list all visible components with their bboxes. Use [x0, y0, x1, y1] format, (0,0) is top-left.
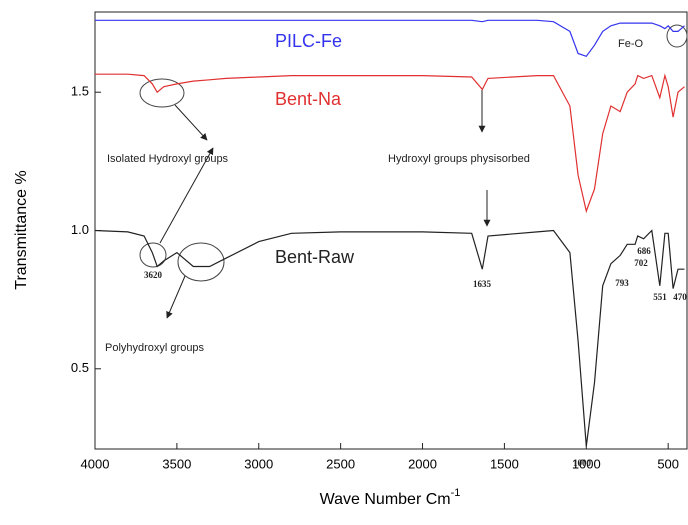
annotation: Fe-O: [618, 38, 644, 50]
annotation: 3620: [144, 270, 163, 280]
series-label: Bent-Na: [275, 89, 342, 109]
x-axis-title-text: Wave Number Cm: [320, 491, 451, 508]
annotation: 702: [634, 258, 648, 268]
series-line: [94, 229, 685, 447]
annotation: 1635: [473, 279, 492, 289]
x-tick-label: 2000: [408, 456, 437, 471]
x-tick-label: 1500: [490, 456, 519, 471]
series-line: [95, 73, 685, 214]
annotation: Hydroxyl groups physisorbed: [388, 153, 530, 165]
series-line: [95, 19, 685, 58]
annotation: Polyhydroxyl groups: [105, 342, 205, 354]
x-tick-label: 4000: [81, 456, 110, 471]
x-tick-label: 3500: [162, 456, 191, 471]
x-tick-label: 500: [657, 456, 679, 471]
y-axis-title: Transmittance %: [13, 170, 30, 289]
x-tick-label: 2500: [326, 456, 355, 471]
annotation-shapes: [139, 24, 688, 319]
plot-frame: [94, 11, 688, 450]
y-tick-label: 1.0: [71, 222, 89, 237]
series-label: Bent-Raw: [275, 247, 355, 267]
x-axis-title-sup: -1: [451, 487, 461, 499]
x-tick-label: 3000: [244, 456, 273, 471]
annotation: 551: [653, 292, 667, 302]
annotation: 1000: [573, 458, 592, 468]
annotation: 470: [673, 292, 687, 302]
x-tick-label: 1000: [572, 456, 601, 471]
y-tick-label: 0.5: [71, 360, 89, 375]
annotation: 793: [615, 278, 629, 288]
annotation: 686: [637, 246, 651, 256]
annotation: Isolated Hydroxyl groups: [107, 153, 229, 165]
y-tick-label: 1.5: [71, 84, 89, 99]
x-axis-title: Wave Number Cm-1: [320, 487, 461, 508]
series-label: PILC-Fe: [275, 31, 342, 51]
